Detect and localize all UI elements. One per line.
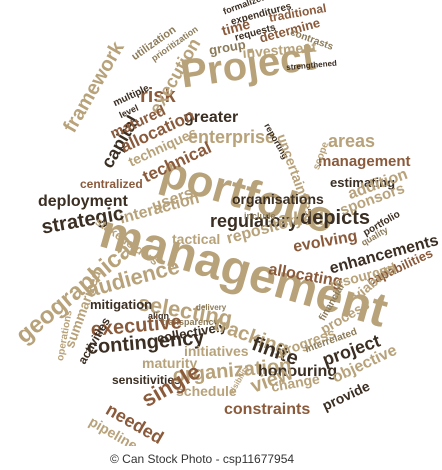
cloud-word: mitigation [90,297,153,312]
cloud-word: management [318,153,411,170]
copyright-text: © Can Stock Photo - csp11677954 [110,452,295,466]
cloud-word: provide [319,377,373,414]
cloud-word: estimating [330,175,396,190]
cloud-word: schedule [176,383,237,399]
cloud-word: depicts [300,207,371,229]
word-cloud: Project portfolio management risk multiple le… [11,0,441,446]
cloud-word: greater [184,109,239,126]
watermark-footer: © Can Stock Photo - csp11677954 [0,448,442,470]
cloud-word: initiatives [184,343,249,359]
cloud-word: constraints [224,401,311,418]
cloud-word: areas [328,131,376,151]
cloud-word: maturity [142,355,198,371]
cloud-word: sensitivities [112,373,181,387]
cloud-word: allied [278,209,325,229]
cloud-word: delivery [196,303,227,312]
cloud-word: include [244,211,276,221]
cloud-word: centralized [80,177,143,191]
cloud-word: honouring [258,363,338,380]
cloud-word: align [148,311,170,321]
cloud-word: deployment [38,193,128,210]
cloud-word: enterprise [188,127,276,147]
cloud-word: organisations [232,191,324,207]
cloud-word: regulatory [210,211,299,231]
cloud-word: transparency [162,317,219,327]
cloud-word: tactical [172,231,221,247]
cloud-word: risk [140,85,176,107]
